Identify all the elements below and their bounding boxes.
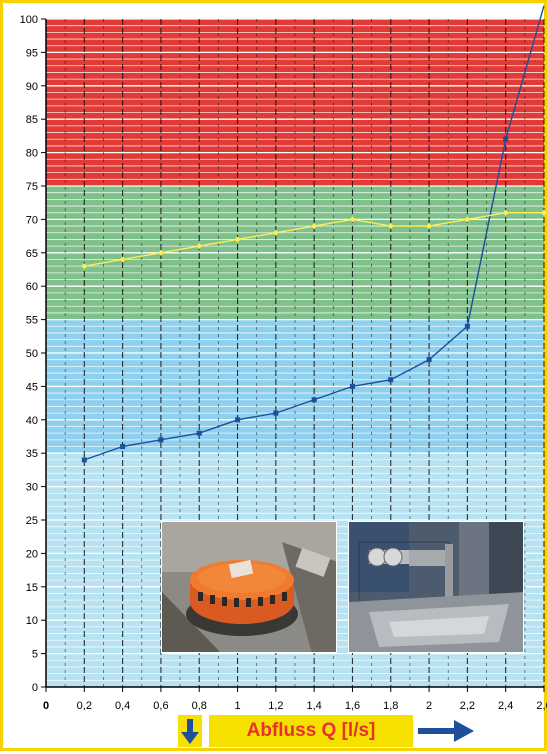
series-1-point: [272, 229, 279, 236]
x-tick-label: 2,2: [460, 700, 475, 712]
series-1-point: [387, 223, 394, 230]
series-0-point: [388, 377, 394, 383]
series-1-point: [349, 216, 356, 223]
y-tick-label: 65: [26, 248, 38, 260]
x-tick-label: 1,4: [307, 700, 322, 712]
x-tick-label: 0,6: [153, 700, 168, 712]
series-0-point: [273, 410, 279, 416]
right-arrow-icon: [418, 720, 474, 742]
series-0-point: [81, 457, 87, 463]
y-tick-label: 80: [26, 148, 38, 160]
series-0-point: [158, 437, 164, 443]
series-1-point: [234, 236, 241, 243]
series-0-point: [120, 444, 126, 450]
x-tick-label: 1,8: [383, 700, 398, 712]
x-axis-label-box: Abfluss Q [l/s]: [209, 715, 413, 747]
series-0-point: [503, 136, 509, 142]
band-3: [46, 19, 544, 186]
down-arrow-box: [178, 715, 202, 747]
series-0-point: [349, 383, 355, 389]
series-1-point: [196, 243, 203, 250]
x-tick-label: 1,6: [345, 700, 360, 712]
y-tick-label: 35: [26, 448, 38, 460]
x-tick-label: 0: [43, 700, 49, 712]
y-tick-label: 20: [26, 548, 38, 560]
series-1-point: [119, 256, 126, 263]
x-tick-label: 2: [426, 700, 432, 712]
series-0-point: [235, 417, 241, 423]
series-1-point: [502, 209, 509, 216]
y-tick-label: 70: [26, 214, 38, 226]
x-tick-label: 0,8: [192, 700, 207, 712]
x-tick-label: 1: [234, 700, 240, 712]
y-tick-label: 90: [26, 81, 38, 93]
series-1-point: [157, 249, 164, 256]
y-tick-label: 45: [26, 381, 38, 393]
y-tick-label: 60: [26, 281, 38, 293]
y-tick-label: 75: [26, 181, 38, 193]
series-0-point: [311, 397, 317, 403]
y-tick-label: 0: [32, 682, 38, 694]
series-1-point: [311, 223, 318, 230]
series-0-point: [464, 323, 470, 329]
y-tick-label: 100: [20, 14, 38, 26]
y-tick-label: 85: [26, 114, 38, 126]
series-1-point: [426, 223, 433, 230]
y-tick-label: 30: [26, 482, 38, 494]
y-tick-label: 10: [26, 615, 38, 627]
series-1-point: [464, 216, 471, 223]
series-1-point: [81, 263, 88, 270]
y-tick-label: 25: [26, 515, 38, 527]
down-arrow-icon: [181, 719, 199, 744]
y-tick-label: 15: [26, 582, 38, 594]
x-tick-label: 0,2: [77, 700, 92, 712]
drain-cover-image: [162, 522, 336, 652]
y-tick-label: 5: [32, 649, 38, 661]
series-1-point: [541, 209, 547, 216]
test-rig-image: [349, 522, 523, 652]
x-tick-label: 0,4: [115, 700, 130, 712]
y-tick-label: 55: [26, 315, 38, 327]
y-tick-label: 95: [26, 47, 38, 59]
orange-drain-cover-photo: [161, 521, 337, 653]
series-0-point: [196, 430, 202, 436]
y-tick-label: 50: [26, 348, 38, 360]
x-tick-label: 2,4: [498, 700, 513, 712]
series-0-point: [426, 357, 432, 363]
x-tick-label: 1,2: [268, 700, 283, 712]
x-axis-label: Abfluss Q [l/s]: [246, 720, 376, 741]
gutter-test-rig-photo: [348, 521, 524, 653]
x-tick-label: 2,6: [536, 700, 547, 712]
y-tick-label: 40: [26, 415, 38, 427]
